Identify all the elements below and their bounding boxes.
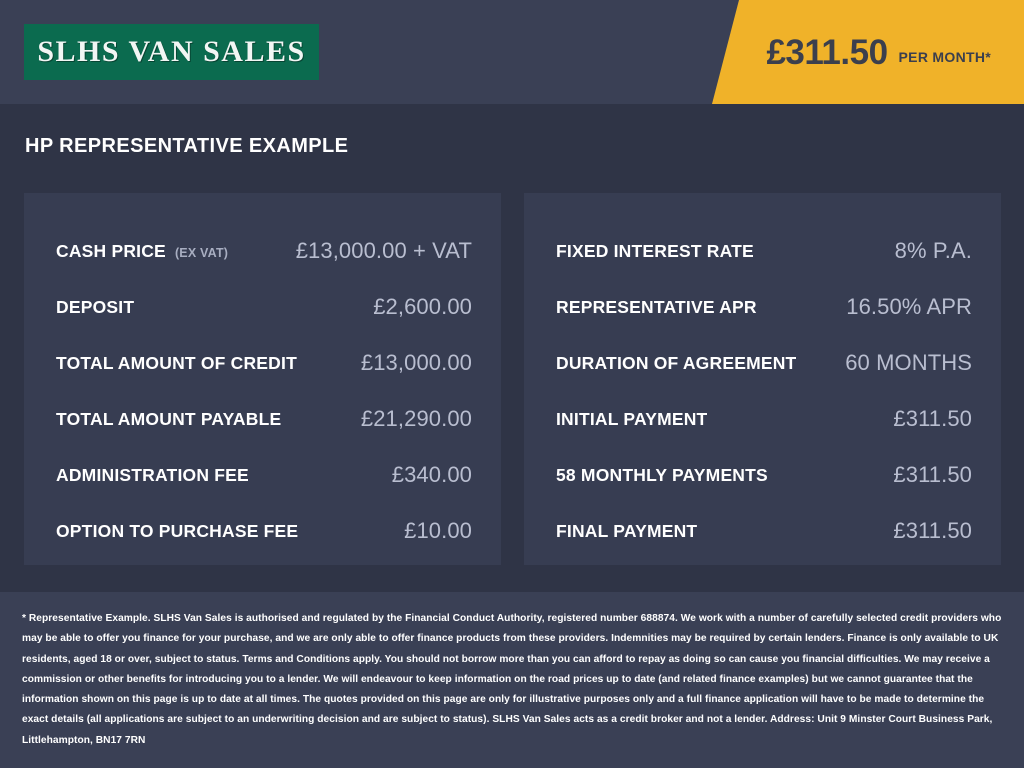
row-value: £13,000.00	[360, 350, 472, 375]
row-label-wrap: OPTION TO PURCHASE FEE	[56, 521, 307, 542]
row-label-wrap: FINAL PAYMENT	[556, 521, 706, 542]
monthly-price-amount: £311.50	[766, 32, 888, 72]
row-value: £10.00	[404, 518, 472, 543]
row-value: 16.50% APR	[846, 294, 972, 319]
row-label-wrap: DEPOSIT	[56, 297, 143, 318]
row-label: REPRESENTATIVE APR	[556, 296, 757, 317]
row-label-wrap: CASH PRICE (EX VAT)	[56, 241, 228, 262]
row-value: £311.50	[893, 406, 972, 431]
row-label: FINAL PAYMENT	[556, 520, 698, 541]
row-value: 8% P.A.	[894, 238, 972, 263]
row-label-wrap: TOTAL AMOUNT OF CREDIT	[56, 353, 306, 374]
row-value: £311.50	[893, 518, 972, 543]
table-row: FINAL PAYMENT £311.50	[556, 503, 972, 559]
finance-panel-left: CASH PRICE (EX VAT) £13,000.00 + VAT DEP…	[24, 193, 501, 565]
row-value: 60 MONTHS	[845, 350, 972, 375]
table-row: DURATION OF AGREEMENT 60 MONTHS	[556, 335, 972, 391]
table-row: FIXED INTEREST RATE 8% P.A.	[556, 223, 972, 279]
row-value: £311.50	[893, 462, 972, 487]
page-header: SLHS VAN SALES £311.50 PER MONTH*	[0, 0, 1024, 104]
row-label-wrap: TOTAL AMOUNT PAYABLE	[56, 409, 290, 430]
row-label: DEPOSIT	[56, 296, 135, 317]
row-value: £21,290.00	[360, 406, 472, 431]
row-label: OPTION TO PURCHASE FEE	[56, 520, 299, 541]
footer-disclaimer-band: * Representative Example. SLHS Van Sales…	[0, 592, 1024, 768]
monthly-price-banner: £311.50 PER MONTH*	[712, 0, 1024, 104]
finance-panel-right: FIXED INTEREST RATE 8% P.A. REPRESENTATI…	[524, 193, 1001, 565]
row-label: CASH PRICE	[56, 240, 166, 261]
row-label: FIXED INTEREST RATE	[556, 240, 754, 261]
table-row: REPRESENTATIVE APR 16.50% APR	[556, 279, 972, 335]
table-row: CASH PRICE (EX VAT) £13,000.00 + VAT	[56, 223, 472, 279]
row-label-wrap: ADMINISTRATION FEE	[56, 465, 258, 486]
row-value: £13,000.00 + VAT	[295, 238, 472, 263]
table-row: DEPOSIT £2,600.00	[56, 279, 472, 335]
row-label: TOTAL AMOUNT PAYABLE	[56, 408, 282, 429]
row-label-wrap: INITIAL PAYMENT	[556, 409, 716, 430]
table-row: INITIAL PAYMENT £311.50	[556, 391, 972, 447]
row-label: ADMINISTRATION FEE	[56, 464, 249, 485]
row-value: £340.00	[391, 462, 472, 487]
finance-details-panels: CASH PRICE (EX VAT) £13,000.00 + VAT DEP…	[24, 193, 1001, 565]
row-label-wrap: 58 MONTHLY PAYMENTS	[556, 465, 777, 486]
row-label-wrap: FIXED INTEREST RATE	[556, 241, 763, 262]
row-sublabel: (EX VAT)	[174, 245, 229, 260]
dealer-logo-text: SLHS VAN SALES	[37, 35, 306, 68]
row-label: TOTAL AMOUNT OF CREDIT	[56, 352, 297, 373]
disclaimer-text: * Representative Example. SLHS Van Sales…	[22, 613, 1002, 746]
row-label-wrap: DURATION OF AGREEMENT	[556, 353, 805, 374]
page-title: HP REPRESENTATIVE EXAMPLE	[25, 135, 349, 157]
row-label: DURATION OF AGREEMENT	[556, 352, 797, 373]
table-row: TOTAL AMOUNT PAYABLE £21,290.00	[56, 391, 472, 447]
row-label-wrap: REPRESENTATIVE APR	[556, 297, 766, 318]
table-row: 58 MONTHLY PAYMENTS £311.50	[556, 447, 972, 503]
row-label: 58 MONTHLY PAYMENTS	[556, 464, 768, 485]
dealer-logo[interactable]: SLHS VAN SALES	[24, 24, 319, 80]
table-row: OPTION TO PURCHASE FEE £10.00	[56, 503, 472, 559]
row-label: INITIAL PAYMENT	[556, 408, 708, 429]
monthly-price-period: PER MONTH*	[898, 49, 991, 65]
row-value: £2,600.00	[373, 294, 472, 319]
table-row: TOTAL AMOUNT OF CREDIT £13,000.00	[56, 335, 472, 391]
table-row: ADMINISTRATION FEE £340.00	[56, 447, 472, 503]
